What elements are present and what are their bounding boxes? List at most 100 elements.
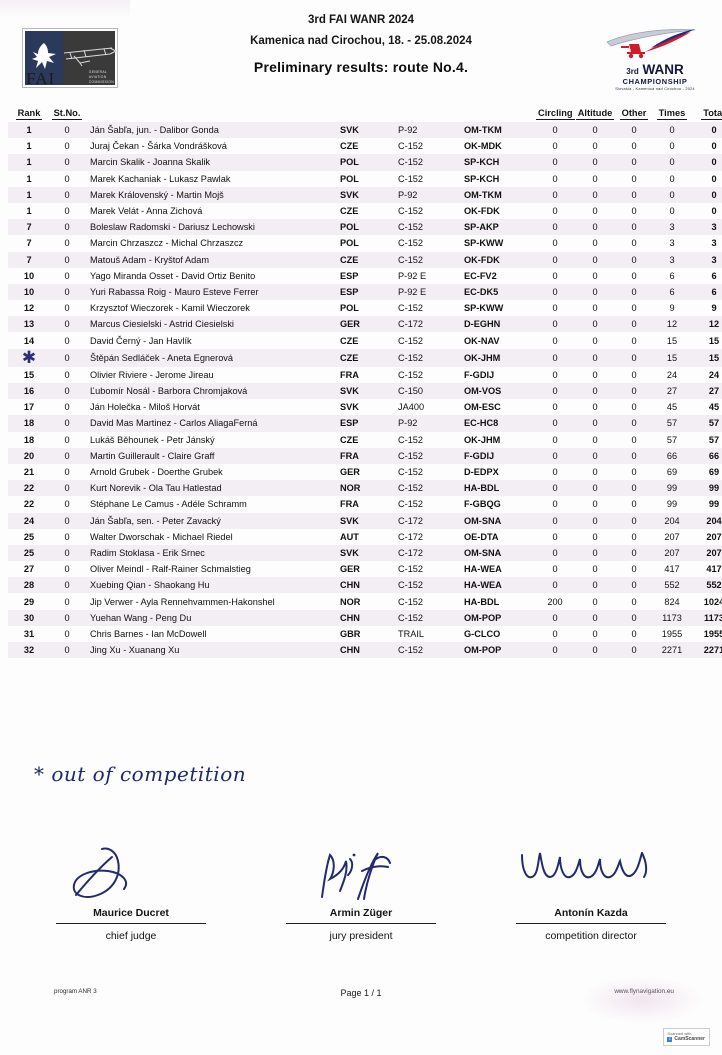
times-cell: 0: [652, 122, 692, 139]
circling-cell: 0: [552, 173, 558, 184]
total-cell: 15: [708, 335, 720, 346]
aircraft-cell: C-152: [398, 564, 424, 575]
table-row: 17 0 Ján Holečka - Miloš Horvát SVK JA400 OM-…: [8, 399, 722, 415]
times-cell: 0: [669, 206, 675, 217]
circling-cell: 0: [552, 434, 558, 445]
stno-cell: 0: [64, 369, 70, 380]
stno-cell: 0: [50, 415, 84, 432]
rank-cell: 13: [8, 316, 50, 333]
other-cell: 0: [616, 480, 652, 497]
stno-cell: 0: [64, 628, 70, 639]
other-cell: 0: [631, 303, 637, 314]
stno-cell: 0: [50, 577, 84, 594]
aircraft-cell: P-92: [398, 415, 464, 432]
registration-cell: OK-JHM: [464, 348, 536, 367]
stno-cell: 0: [64, 434, 70, 445]
aircraft-cell: C-152: [398, 219, 464, 236]
rank-cell: 7: [8, 219, 50, 236]
stno-cell: 0: [50, 544, 84, 562]
circling-cell: 0: [536, 480, 574, 497]
total-cell: 27: [692, 383, 722, 400]
nation-cell: NOR: [340, 596, 361, 607]
circling-cell: 0: [552, 467, 558, 478]
table-header-row: Rank St.No. Circling Altitude Other Time…: [8, 100, 722, 122]
other-cell: 0: [616, 609, 652, 626]
total-cell: 99: [692, 480, 722, 497]
other-cell: 0: [631, 173, 637, 184]
table-body: 1 0 Ján Šabľa, jun. - Dalibor Gonda SVK P-92…: [8, 122, 722, 659]
total-cell: 0: [692, 186, 722, 203]
registration-cell: OM-TKM: [464, 186, 536, 203]
crew-cell: Oliver Meindl - Ralf-Rainer Schmalstieg: [90, 564, 251, 575]
signature-mark-competition-director: [496, 845, 686, 907]
stno-cell: 0: [50, 480, 84, 497]
aircraft-cell: C-152: [398, 609, 464, 626]
rank-cell: 16: [8, 383, 50, 400]
registration-cell: HA-BDL: [464, 480, 536, 497]
crew-cell: Chris Barnes - Ian McDowell: [90, 628, 207, 639]
table-row: 16 0 Ľubomír Nosál - Barbora Chromjaková SV…: [8, 383, 722, 400]
registration-cell: EC-FV2: [464, 270, 497, 281]
crew-cell: Martin Guillerault - Claire Graff: [84, 447, 340, 464]
circling-cell: 0: [536, 415, 574, 432]
stno-cell: 0: [50, 186, 84, 203]
nation-cell: FRA: [340, 447, 398, 464]
stno-cell: 0: [64, 596, 70, 607]
nation-cell: GER: [340, 467, 360, 478]
crew-cell: Ľubomír Nosál - Barbora Chromjaková: [84, 383, 340, 400]
total-cell: 204: [692, 512, 722, 529]
column-header-altitude: Altitude: [575, 108, 615, 120]
table-row: 18 0 David Mas Martinez - Carlos AliagaFer…: [8, 415, 722, 432]
signature-block-chief-judge: Maurice Ducret chief judge: [36, 845, 226, 942]
times-cell: 0: [652, 154, 692, 171]
other-cell: 0: [631, 141, 637, 152]
times-cell: 0: [669, 141, 675, 152]
nation-cell: FRA: [340, 369, 359, 380]
crew-cell: Ján Holečka - Miloš Horvát: [90, 402, 200, 413]
table-row: 32 0 Jing Xu - Xuanang Xu CHN C-152 OM-POP 0 0 0…: [8, 642, 722, 659]
altitude-cell: 0: [592, 303, 598, 314]
crew-cell: Radim Stoklasa - Erik Srnec: [84, 544, 340, 562]
crew-cell: Arnold Grubek - Doerthe Grubek: [90, 467, 223, 478]
crew-cell: Matouš Adam - Kryštof Adam: [84, 251, 340, 268]
altitude-cell: 0: [574, 348, 616, 367]
crew-cell: Marek Kachaniak - Lukasz Pawlak: [90, 173, 231, 184]
stno-cell: 0: [64, 238, 70, 249]
crew-cell: Olivier Riviere - Jerome Jireau: [90, 369, 214, 380]
table-row: 24 0 Ján Šabľa, sen. - Peter Zavacký SVK C-1…: [8, 512, 722, 529]
times-cell: 1955: [661, 628, 683, 639]
registration-cell: OM-SNA: [464, 544, 536, 562]
aircraft-cell: C-152: [398, 141, 424, 152]
circling-cell: 200: [547, 596, 563, 607]
table-row: 1 0 Marcin Skalik - Joanna Skalik POL C-152 S…: [8, 154, 722, 171]
altitude-cell: 0: [592, 434, 598, 445]
watermark-line-2: CamScanner: [674, 1036, 705, 1043]
registration-cell: OK-FDK: [464, 251, 536, 268]
aircraft-cell: C-152: [398, 335, 424, 346]
circling-cell: 0: [536, 544, 574, 562]
other-cell: 0: [631, 238, 637, 249]
rank-cell: 25: [23, 531, 35, 542]
crew-cell: Štěpán Sedláček - Aneta Egnerová: [84, 348, 340, 367]
event-title: 3rd FAI WANR 2024: [307, 14, 415, 26]
nation-cell: POL: [340, 154, 398, 171]
circling-cell: 0: [536, 122, 574, 139]
column-header-registration: [464, 100, 536, 122]
table-row: 15 0 Olivier Riviere - Jerome Jireau FRA C-1…: [8, 367, 722, 383]
signature-line: [56, 923, 206, 924]
stno-cell: 0: [50, 512, 84, 529]
total-cell: 417: [706, 564, 722, 575]
registration-cell: F-GDIJ: [464, 369, 495, 380]
aircraft-cell: P-92: [398, 122, 464, 139]
registration-cell: SP-KWW: [464, 303, 504, 314]
nation-cell: CZE: [340, 348, 398, 367]
aircraft-cell: C-152: [398, 467, 424, 478]
nation-cell: POL: [340, 219, 398, 236]
circling-cell: 0: [536, 642, 574, 659]
aircraft-cell: C-152: [398, 369, 424, 380]
stno-cell: 0: [50, 447, 84, 464]
circling-cell: 0: [552, 499, 558, 510]
total-cell: 0: [692, 154, 722, 171]
nation-cell: SVK: [340, 122, 398, 139]
registration-cell: F-GBQG: [464, 499, 501, 510]
